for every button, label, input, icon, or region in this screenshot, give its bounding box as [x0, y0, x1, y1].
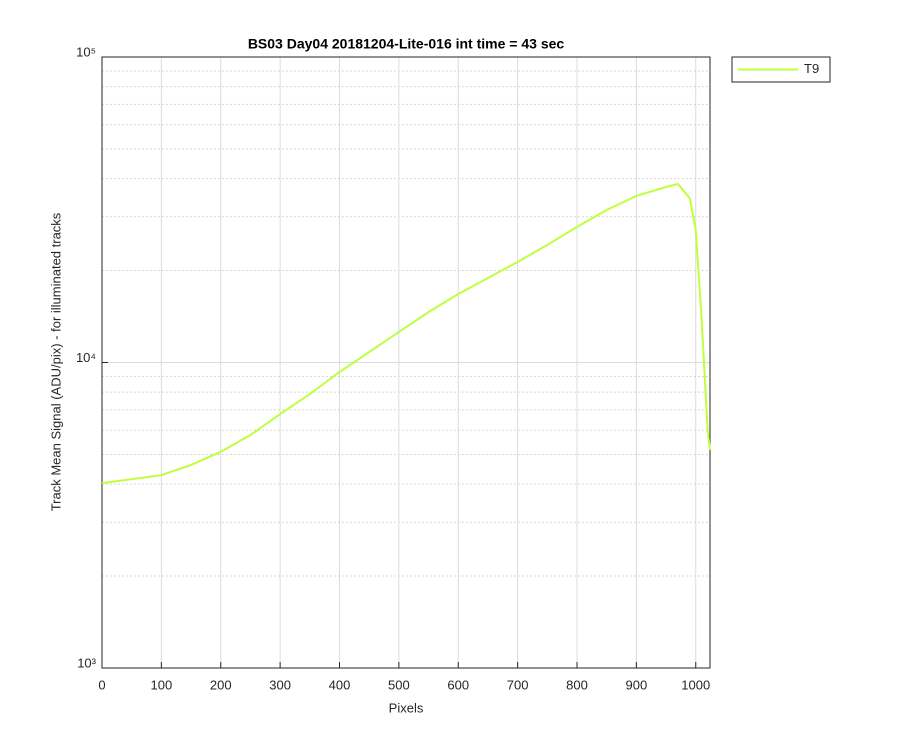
chart-title: BS03 Day04 20181204-Lite-016 int time = … [248, 36, 565, 52]
legend-label: T9 [804, 61, 819, 76]
y-tick-label: 10³ [77, 655, 96, 670]
x-tick-label: 500 [388, 677, 410, 692]
x-tick-label: 1000 [681, 677, 710, 692]
x-tick-label: 900 [626, 677, 648, 692]
data-line [101, 182, 711, 485]
x-tick-label: 600 [447, 677, 469, 692]
y-axis-label: Track Mean Signal (ADU/pix) - for illumi… [48, 212, 63, 511]
legend-box [731, 56, 831, 83]
x-tick-label: 200 [210, 677, 232, 692]
x-tick-label: 400 [329, 677, 351, 692]
y-tick-label: 10⁵ [76, 44, 96, 59]
x-axis-label: Pixels [389, 700, 424, 715]
x-tick-label: 100 [151, 677, 173, 692]
x-tick-label: 700 [507, 677, 529, 692]
plot-frame [101, 56, 711, 669]
x-tick-label: 0 [98, 677, 105, 692]
y-tick-label: 10⁴ [76, 350, 96, 365]
x-tick-label: 300 [269, 677, 291, 692]
x-tick-label: 800 [566, 677, 588, 692]
